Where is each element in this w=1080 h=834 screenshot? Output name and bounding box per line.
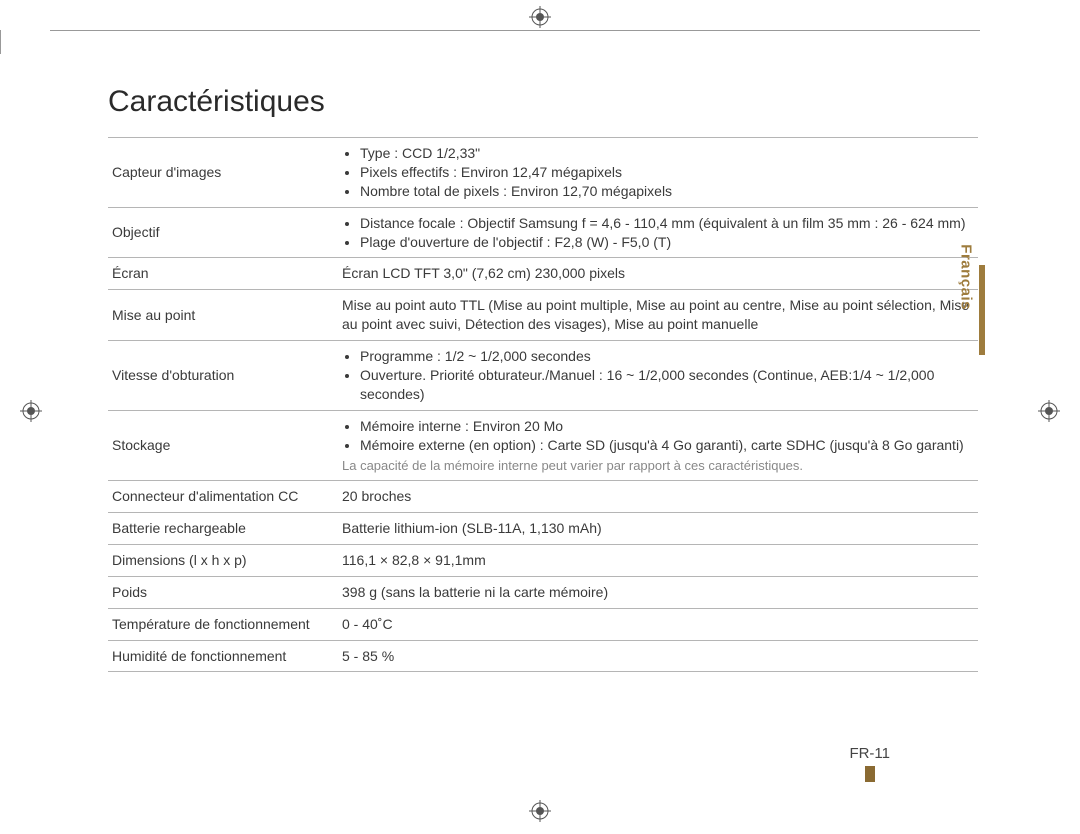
spec-value-list: Type : CCD 1/2,33"Pixels effectifs : Env… [342, 144, 972, 201]
table-row: Humidité de fonctionnement5 - 85 % [108, 640, 978, 672]
table-row: Vitesse d'obturationProgramme : 1/2 ~ 1/… [108, 341, 978, 411]
spec-value-item: Pixels effectifs : Environ 12,47 mégapix… [360, 163, 972, 182]
spec-label: Batterie rechargeable [108, 513, 338, 545]
spec-label: Objectif [108, 207, 338, 258]
spec-label: Humidité de fonctionnement [108, 640, 338, 672]
spec-value: Mise au point auto TTL (Mise au point mu… [338, 290, 978, 341]
spec-value: 5 - 85 % [338, 640, 978, 672]
spec-value: 116,1 × 82,8 × 91,1mm [338, 544, 978, 576]
registration-mark-icon [1038, 400, 1060, 422]
spec-label: Dimensions (l x h x p) [108, 544, 338, 576]
page-number: FR-11 [849, 745, 890, 762]
spec-note: La capacité de la mémoire interne peut v… [342, 457, 972, 475]
spec-label: Mise au point [108, 290, 338, 341]
spec-label: Vitesse d'obturation [108, 341, 338, 411]
table-row: Batterie rechargeableBatterie lithium-io… [108, 513, 978, 545]
spec-label: Poids [108, 576, 338, 608]
spec-value-item: Programme : 1/2 ~ 1/2,000 secondes [360, 347, 972, 366]
table-row: Objectif Distance focale : Objectif Samsu… [108, 207, 978, 258]
registration-mark-icon [529, 6, 551, 28]
spec-value: Type : CCD 1/2,33"Pixels effectifs : Env… [338, 138, 978, 208]
spec-label: Connecteur d'alimentation CC [108, 481, 338, 513]
spec-value: Batterie lithium-ion (SLB-11A, 1,130 mAh… [338, 513, 978, 545]
spec-value: 398 g (sans la batterie ni la carte mémo… [338, 576, 978, 608]
language-tab-bar [979, 265, 985, 355]
page-title: Caractéristiques [108, 85, 1030, 119]
spec-value: Écran LCD TFT 3,0" (7,62 cm) 230,000 pix… [338, 258, 978, 290]
spec-value-item: Mémoire externe (en option) : Carte SD (… [360, 436, 972, 455]
table-row: Température de fonctionnement0 - 40˚C [108, 608, 978, 640]
spec-value-list: Programme : 1/2 ~ 1/2,000 secondesOuvert… [342, 347, 972, 404]
spec-value-item: Nombre total de pixels : Environ 12,70 m… [360, 182, 972, 201]
table-row: ÉcranÉcran LCD TFT 3,0" (7,62 cm) 230,00… [108, 258, 978, 290]
spec-value: Mémoire interne : Environ 20 MoMémoire e… [338, 410, 978, 480]
document-page: Caractéristiques Capteur d'imagesType : … [50, 30, 1030, 810]
table-row: Mise au pointMise au point auto TTL (Mis… [108, 290, 978, 341]
spec-value: Programme : 1/2 ~ 1/2,000 secondesOuvert… [338, 341, 978, 411]
spec-value: 20 broches [338, 481, 978, 513]
spec-value-item: Mémoire interne : Environ 20 Mo [360, 417, 972, 436]
specifications-table: Capteur d'imagesType : CCD 1/2,33"Pixels… [108, 137, 978, 672]
spec-label: Capteur d'images [108, 138, 338, 208]
language-tab: Français [961, 265, 985, 355]
spec-label: Écran [108, 258, 338, 290]
spec-value-item: Ouverture. Priorité obturateur./Manuel :… [360, 366, 972, 404]
spec-value-item: Distance focale : Objectif Samsung f = 4… [360, 214, 972, 233]
spec-value-item: Type : CCD 1/2,33" [360, 144, 972, 163]
page-number-bar [865, 766, 875, 782]
spec-value-list: Mémoire interne : Environ 20 MoMémoire e… [342, 417, 972, 455]
table-row: Dimensions (l x h x p)116,1 × 82,8 × 91,… [108, 544, 978, 576]
spec-value-item: Plage d'ouverture de l'objectif : F2,8 (… [360, 233, 972, 252]
table-row: StockageMémoire interne : Environ 20 MoM… [108, 410, 978, 480]
spec-value: 0 - 40˚C [338, 608, 978, 640]
table-row: Capteur d'imagesType : CCD 1/2,33"Pixels… [108, 138, 978, 208]
table-row: Poids398 g (sans la batterie ni la carte… [108, 576, 978, 608]
table-row: Connecteur d'alimentation CC20 broches [108, 481, 978, 513]
registration-mark-icon [20, 400, 42, 422]
spec-value: Distance focale : Objectif Samsung f = 4… [338, 207, 978, 258]
language-tab-label: Français [958, 244, 975, 310]
spec-label: Stockage [108, 410, 338, 480]
crop-mark [0, 30, 1, 54]
spec-value-list: Distance focale : Objectif Samsung f = 4… [342, 214, 972, 252]
spec-label: Température de fonctionnement [108, 608, 338, 640]
